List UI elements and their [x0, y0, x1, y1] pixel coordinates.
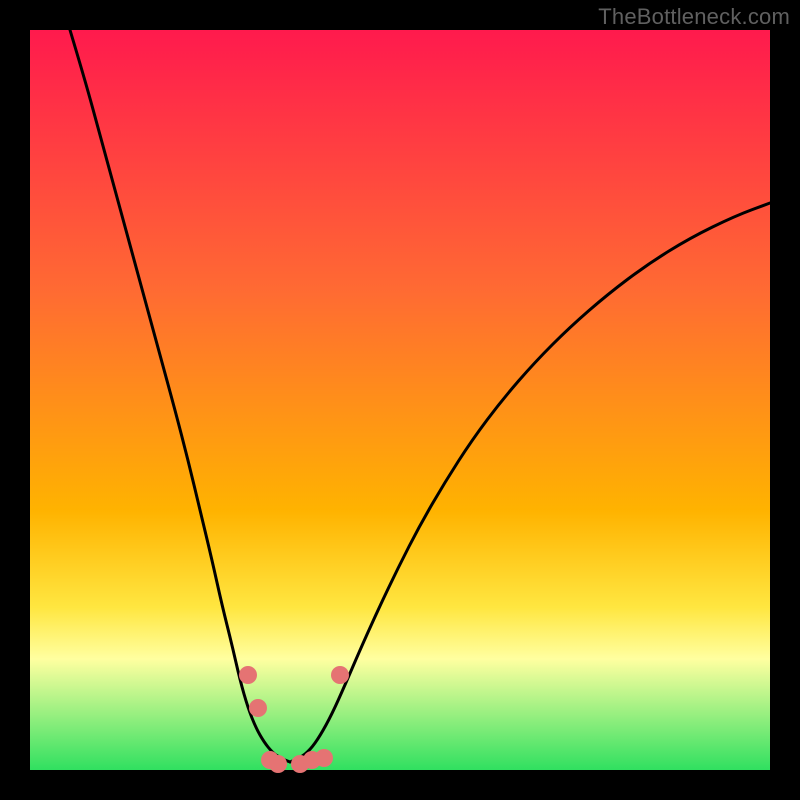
- curve-marker: [239, 666, 257, 684]
- curve-marker: [269, 755, 287, 773]
- plot-area: [30, 30, 770, 770]
- curve-marker: [249, 699, 267, 717]
- watermark-text: TheBottleneck.com: [598, 4, 790, 30]
- curve-marker: [331, 666, 349, 684]
- outer-frame: TheBottleneck.com: [0, 0, 800, 800]
- curve-marker: [315, 749, 333, 767]
